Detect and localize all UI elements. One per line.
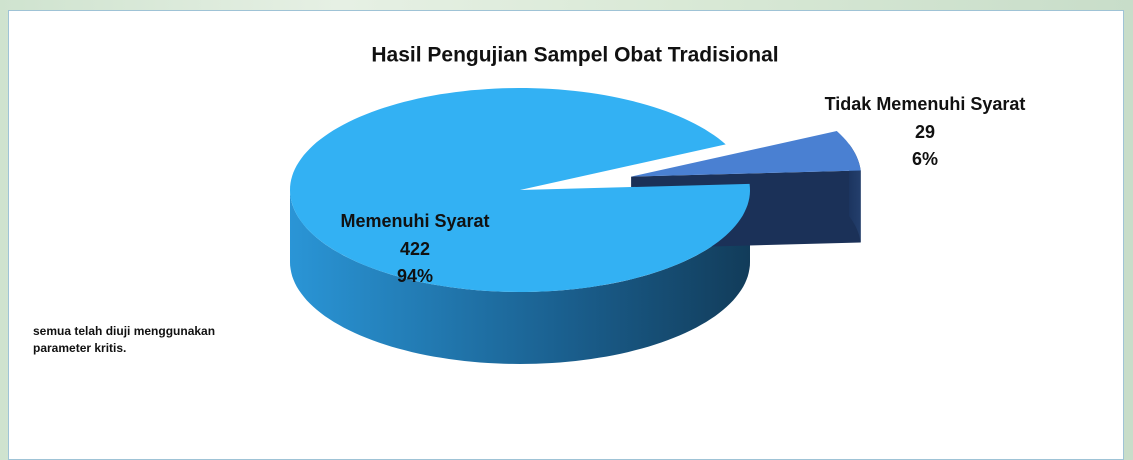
category-label: Memenuhi Syarat: [340, 211, 489, 231]
percent-label: 94%: [397, 266, 433, 286]
value-label: 29: [915, 122, 935, 142]
percent-label: 6%: [912, 149, 938, 169]
chart-title: Hasil Pengujian Sampel Obat Tradisional: [371, 44, 778, 67]
pie: [290, 88, 861, 364]
pie-slice: [290, 88, 750, 292]
pie-slice: [631, 131, 861, 177]
slice-side: [290, 190, 750, 364]
annotation: semua telah diuji menggunakan parameter …: [33, 324, 216, 355]
category-label: Tidak Memenuhi Syarat: [825, 94, 1026, 114]
value-label: 422: [400, 239, 430, 259]
